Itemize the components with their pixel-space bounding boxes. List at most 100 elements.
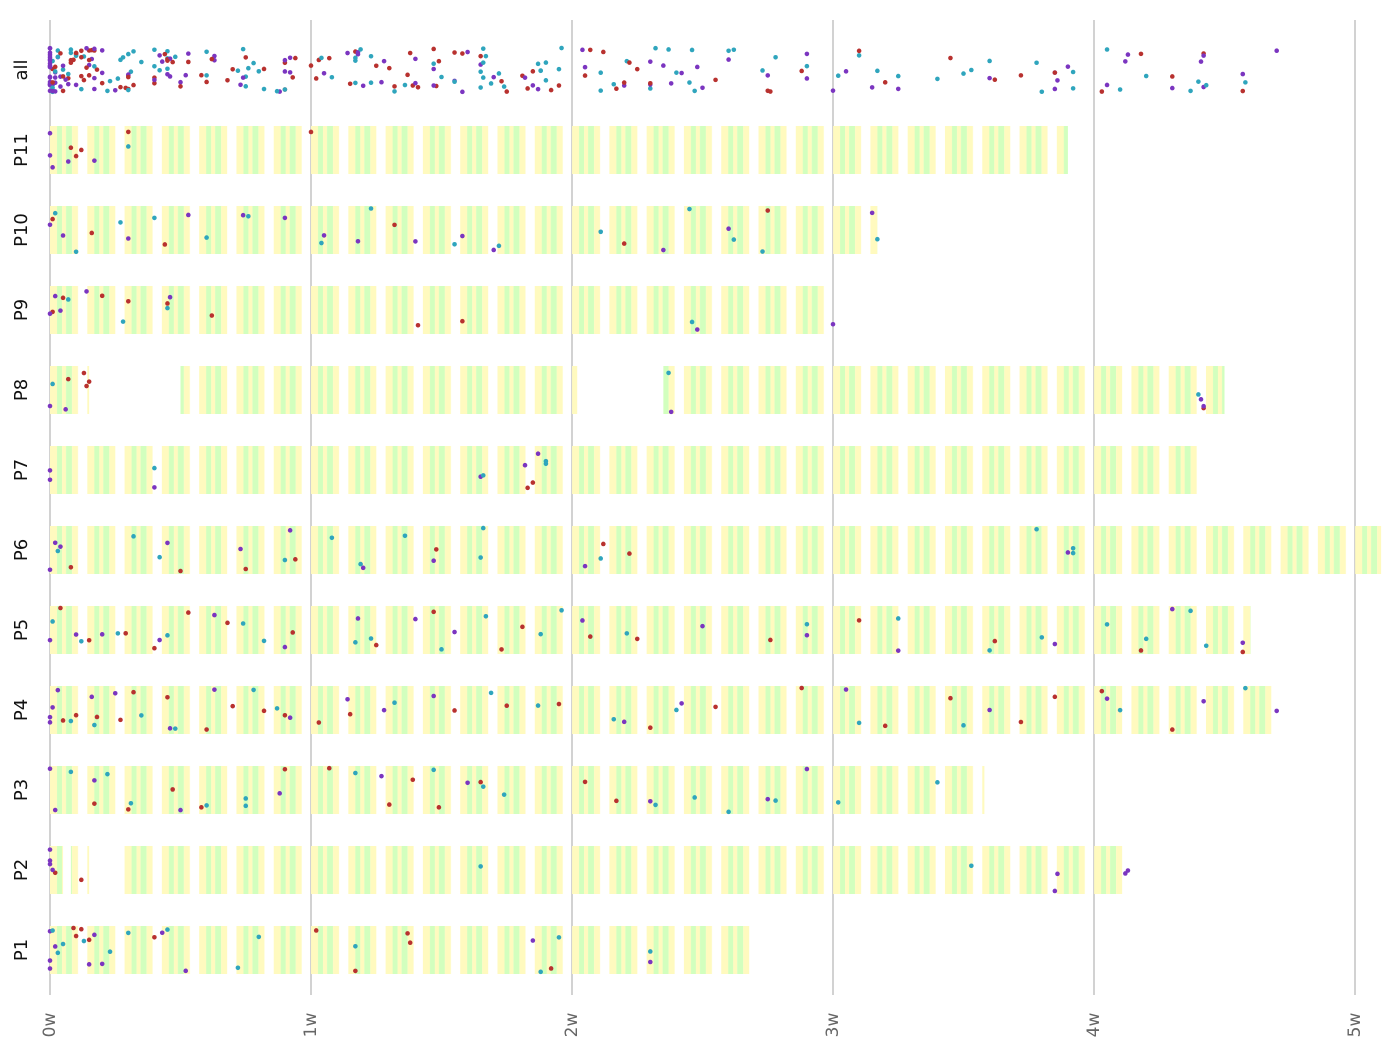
data-point (483, 53, 489, 59)
data-point (692, 795, 697, 800)
data-point (895, 616, 901, 621)
data-point (882, 80, 888, 85)
data-point (1104, 47, 1110, 52)
data-point (648, 949, 653, 954)
data-point (895, 648, 901, 653)
data-point (79, 55, 84, 60)
data-point (582, 73, 588, 78)
data-point (433, 547, 439, 552)
data-point (89, 230, 95, 236)
recording-range (50, 606, 1251, 654)
data-point (92, 722, 97, 728)
data-point (948, 695, 953, 701)
data-point (65, 159, 71, 164)
data-point (1039, 89, 1045, 95)
data-point (84, 45, 89, 51)
data-point (478, 53, 483, 59)
data-point (1201, 53, 1206, 58)
data-point (627, 551, 632, 556)
data-point (47, 50, 53, 56)
recording-range (180, 366, 578, 414)
data-point (89, 694, 95, 700)
data-point (969, 863, 974, 869)
data-point (689, 47, 695, 53)
data-point (1104, 696, 1110, 701)
data-point (501, 84, 507, 89)
data-point (186, 51, 191, 56)
data-point (668, 409, 674, 415)
data-point (118, 220, 123, 225)
data-point (392, 89, 397, 94)
data-point (379, 773, 384, 779)
data-point (431, 693, 436, 699)
data-point (875, 68, 880, 74)
recording-range (123, 846, 1126, 894)
data-point (598, 88, 604, 93)
data-point (157, 68, 162, 73)
data-point (60, 233, 66, 238)
data-point (765, 796, 771, 802)
data-point (313, 76, 319, 81)
data-point (431, 558, 436, 563)
recording-range (50, 526, 1382, 574)
data-point (353, 968, 358, 974)
data-point (52, 75, 58, 80)
data-point (152, 215, 157, 221)
data-point (882, 723, 888, 729)
data-point (700, 85, 705, 91)
data-point (530, 938, 536, 943)
data-point (290, 75, 296, 80)
data-point (238, 546, 243, 552)
data-point (47, 64, 53, 70)
data-point (488, 81, 494, 86)
data-point (178, 79, 183, 85)
data-point (598, 556, 604, 561)
data-point (436, 805, 442, 810)
data-point (856, 618, 862, 623)
recording-range (50, 846, 64, 894)
data-point (92, 158, 97, 163)
data-point (601, 541, 606, 547)
data-point (261, 638, 267, 644)
data-point (491, 247, 497, 253)
data-point (535, 451, 541, 457)
data-point (47, 637, 53, 643)
data-point (345, 50, 350, 56)
data-point (726, 226, 731, 232)
data-point (799, 68, 804, 74)
data-point (204, 79, 209, 85)
data-point (55, 687, 61, 693)
x-tick-label: 2w (562, 1013, 582, 1038)
data-point (402, 82, 408, 88)
data-point (666, 47, 671, 52)
data-point (240, 212, 246, 218)
data-point (79, 638, 84, 644)
data-point (765, 208, 771, 213)
data-point (55, 950, 61, 956)
data-point (843, 687, 849, 692)
data-point (392, 222, 397, 228)
data-point (92, 46, 97, 52)
data-point (329, 74, 335, 80)
data-point (329, 535, 335, 541)
data-point (94, 67, 100, 72)
data-point (47, 720, 53, 725)
data-point (1018, 73, 1024, 78)
data-point (1099, 89, 1105, 94)
data-point (765, 88, 771, 94)
data-point (60, 88, 66, 94)
data-point (321, 233, 327, 238)
data-point (843, 69, 849, 74)
data-point (162, 51, 168, 57)
data-point (139, 59, 144, 65)
data-point (1123, 871, 1128, 876)
data-point (92, 932, 97, 938)
data-point (68, 145, 74, 151)
data-point (856, 720, 862, 726)
data-point (52, 210, 58, 216)
data-point (183, 72, 189, 78)
data-point (99, 293, 105, 299)
data-point (373, 642, 379, 648)
data-point (47, 468, 53, 473)
data-point (345, 696, 350, 702)
